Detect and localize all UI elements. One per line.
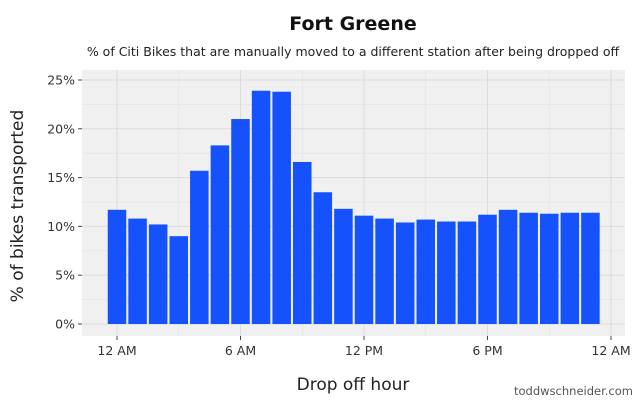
bar [334,208,353,324]
bar [498,209,518,324]
y-axis-label: % of bikes transported [8,110,28,303]
bar [128,218,147,324]
bar [457,221,477,324]
x-tick-label: 6 PM [472,343,502,358]
bar [292,161,312,324]
bar [190,170,209,324]
bar [107,209,127,324]
bar [272,91,291,324]
bar [354,215,374,324]
x-tick-label: 12 AM [97,343,136,358]
bar [581,212,600,324]
bar [519,212,538,324]
bar [251,90,271,325]
y-tick-label: 25% [47,73,75,88]
y-tick-label: 5% [55,268,75,283]
bar [478,214,497,324]
chart-title: Fort Greene [289,13,416,35]
bar [210,145,230,324]
bar [148,224,168,324]
x-tick-label: 12 AM [591,343,630,358]
bar [395,222,415,324]
y-tick-label: 15% [47,170,75,185]
x-axis-label: Drop off hour [297,375,410,395]
bar [231,119,250,324]
bar [560,212,580,324]
bar-layer [107,90,600,325]
chart-subtitle: % of Citi Bikes that are manually moved … [87,44,620,59]
y-tick-label: 20% [47,121,75,136]
bar [313,192,333,324]
y-tick-label: 10% [47,219,75,234]
bar [416,219,436,324]
axis-layer: 0% 5% 10% 15% 20% 25% 12 AM 6 AM 12 PM 6 PM 12 AM [47,73,630,359]
bar [539,213,559,324]
bar [169,236,189,324]
y-tick-label: 0% [55,317,75,332]
x-tick-label: 6 AM [225,343,256,358]
bar [375,218,394,324]
bar [437,221,456,324]
source-label: toddwschneider.com [514,384,633,398]
x-tick-label: 12 PM [345,343,383,358]
